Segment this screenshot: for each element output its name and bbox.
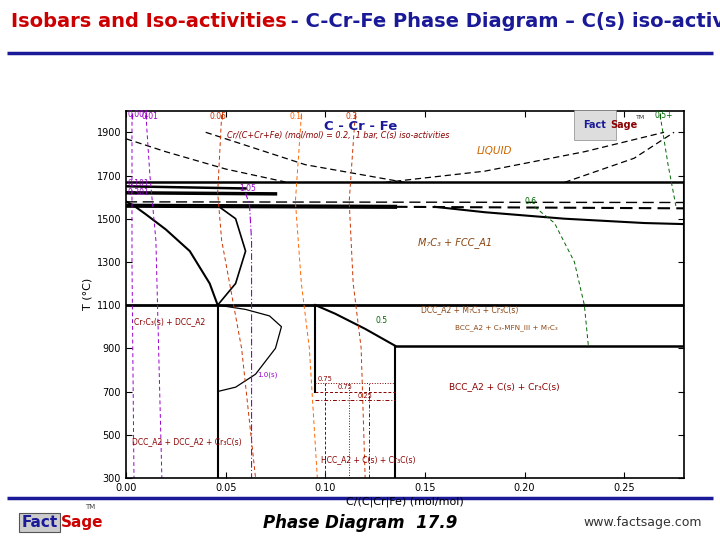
Text: 0.75: 0.75	[318, 376, 332, 382]
Text: 0.101: 0.101	[128, 179, 150, 188]
Text: 0.3: 0.3	[345, 112, 357, 122]
Text: www.factsage.com: www.factsage.com	[583, 516, 702, 529]
Text: M₇C₃ + FCC_A1: M₇C₃ + FCC_A1	[418, 237, 492, 247]
Text: - C-Cr-Fe Phase Diagram – C(s) iso-activities: - C-Cr-Fe Phase Diagram – C(s) iso-activ…	[284, 12, 720, 31]
X-axis label: C/(C|Cr|Fe) (mol/mol): C/(C|Cr|Fe) (mol/mol)	[346, 497, 464, 508]
Text: BCC_A2 + C₃-MFN_III + M₇C₃: BCC_A2 + C₃-MFN_III + M₇C₃	[455, 324, 557, 330]
Text: BCC_A2 + C(s) + Cr₃C(s): BCC_A2 + C(s) + Cr₃C(s)	[449, 382, 560, 392]
Text: 0.5+: 0.5+	[654, 111, 672, 120]
Text: 1.05: 1.05	[240, 184, 256, 193]
Text: Phase Diagram  17.9: Phase Diagram 17.9	[263, 514, 457, 531]
Text: 0.6: 0.6	[525, 197, 536, 206]
Text: DCC_A2 + M₇C₃ + Cr₃C(s): DCC_A2 + M₇C₃ + Cr₃C(s)	[421, 305, 518, 314]
Text: Isobars and Iso-activities: Isobars and Iso-activities	[11, 12, 287, 31]
Text: 0.75: 0.75	[337, 384, 352, 390]
Text: 0.1: 0.1	[289, 112, 302, 122]
Text: HCC_A2 + C(s) + Cr₃C(s): HCC_A2 + C(s) + Cr₃C(s)	[321, 455, 416, 464]
Text: TM: TM	[85, 504, 95, 510]
Text: Cr/(C+Cr+Fe) (mol/mol) = 0.2,  1 bar, C(s) iso-activities: Cr/(C+Cr+Fe) (mol/mol) = 0.2, 1 bar, C(s…	[227, 131, 449, 140]
Text: 1.0(s): 1.0(s)	[258, 372, 278, 378]
Text: LIQUID: LIQUID	[477, 146, 513, 156]
Text: 0.301: 0.301	[128, 188, 150, 198]
Text: 0.001: 0.001	[128, 110, 150, 119]
Text: Sage: Sage	[61, 515, 104, 530]
Text: Fact: Fact	[583, 120, 606, 130]
Text: TM: TM	[636, 115, 645, 120]
Y-axis label: T (°C): T (°C)	[82, 278, 92, 310]
Text: 0.01: 0.01	[142, 112, 159, 122]
Text: DCC_A2 + DCC_A2 + Cr₃C(s): DCC_A2 + DCC_A2 + Cr₃C(s)	[132, 437, 242, 447]
Text: Fact: Fact	[22, 515, 58, 530]
Text: Sage: Sage	[611, 120, 638, 130]
Text: C - Cr - Fe: C - Cr - Fe	[324, 120, 397, 133]
Text: 0.5: 0.5	[375, 316, 387, 326]
Text: 0.05: 0.05	[210, 112, 227, 122]
Text: 0.25: 0.25	[357, 393, 372, 399]
Text: Cr₇C₃(s) + DCC_A2: Cr₇C₃(s) + DCC_A2	[134, 318, 205, 327]
